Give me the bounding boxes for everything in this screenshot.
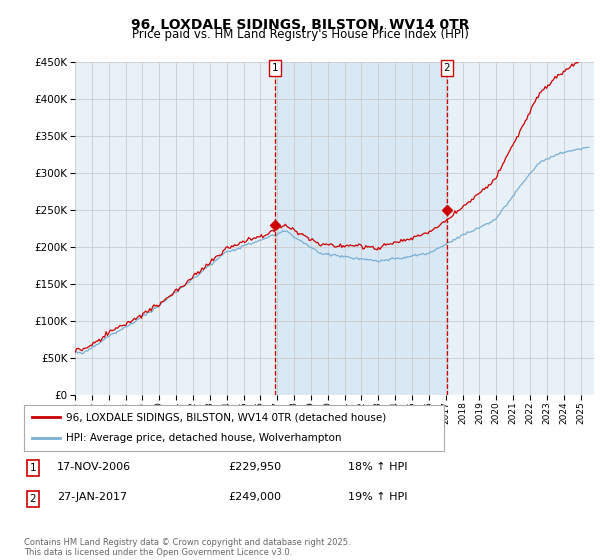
Text: 96, LOXDALE SIDINGS, BILSTON, WV14 0TR: 96, LOXDALE SIDINGS, BILSTON, WV14 0TR [131,18,469,32]
Text: 96, LOXDALE SIDINGS, BILSTON, WV14 0TR (detached house): 96, LOXDALE SIDINGS, BILSTON, WV14 0TR (… [66,412,386,422]
Text: £229,950: £229,950 [228,461,281,472]
Text: 18% ↑ HPI: 18% ↑ HPI [348,461,407,472]
Text: 2: 2 [443,63,450,73]
Text: £249,000: £249,000 [228,492,281,502]
Text: 1: 1 [29,463,37,473]
Text: Price paid vs. HM Land Registry's House Price Index (HPI): Price paid vs. HM Land Registry's House … [131,28,469,41]
Text: Contains HM Land Registry data © Crown copyright and database right 2025.
This d: Contains HM Land Registry data © Crown c… [24,538,350,557]
Text: 17-NOV-2006: 17-NOV-2006 [57,461,131,472]
Text: 27-JAN-2017: 27-JAN-2017 [57,492,127,502]
Text: HPI: Average price, detached house, Wolverhampton: HPI: Average price, detached house, Wolv… [66,433,341,444]
Text: 2: 2 [29,494,37,504]
Text: 19% ↑ HPI: 19% ↑ HPI [348,492,407,502]
Bar [275,62,447,395]
Text: 1: 1 [272,63,278,73]
